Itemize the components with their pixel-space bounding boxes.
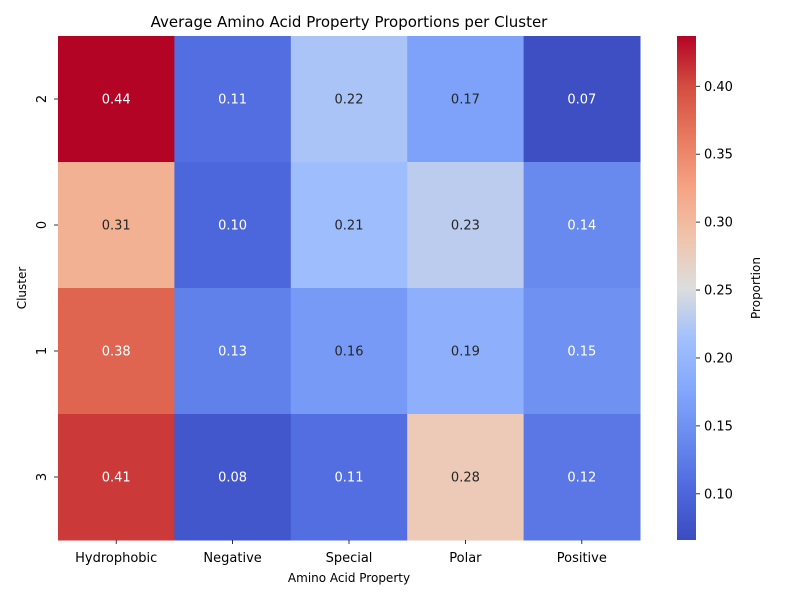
cell-value-label: 0.28 [451,471,480,486]
colorbar-tick-label: 0.25 [704,284,733,299]
heatmap-cell [290,162,408,289]
y-tick-label: 2 [35,95,50,103]
heatmap-cell [407,414,525,541]
heatmap-cell [174,414,292,541]
cell-value-label: 0.44 [102,93,131,108]
colorbar-tick-label: 0.40 [704,80,733,95]
heatmap-cell [58,414,175,541]
cell-value-label: 0.21 [335,219,364,234]
colorbar-tick-label: 0.35 [704,148,733,163]
heatmap-cell [174,288,292,415]
heatmap-cell [174,36,292,163]
x-tick-label: Polar [449,551,482,566]
heatmap-cell [523,414,641,541]
heatmap-cell [523,36,641,163]
cell-value-label: 0.19 [451,345,480,360]
heatmap-cell [523,162,641,289]
cell-value-label: 0.38 [102,345,131,360]
chart-title: Average Amino Acid Property Proportions … [151,13,549,31]
heatmap-cell [407,36,525,163]
x-tick-label: Positive [557,551,607,566]
heatmap-cell [58,288,175,415]
colorbar-tick-label: 0.15 [704,419,733,434]
heatmap-cell [174,162,292,289]
cell-value-label: 0.12 [567,471,596,486]
y-tick-label: 1 [35,347,50,355]
cell-value-label: 0.13 [218,345,247,360]
heatmap-cell [58,36,175,163]
x-tick-label: Negative [203,551,261,566]
colorbar-tick-label: 0.30 [704,216,733,231]
colorbar-label: Proportion [749,257,763,319]
heatmap-cell [407,162,525,289]
y-tick-label: 3 [35,473,50,481]
cell-value-label: 0.16 [335,345,364,360]
x-tick-label: Hydrophobic [75,551,157,566]
cell-value-label: 0.11 [218,93,247,108]
cell-value-label: 0.17 [451,93,480,108]
y-axis-label: Cluster [15,267,29,310]
heatmap-cell [523,288,641,415]
cell-value-label: 0.10 [218,219,247,234]
heatmap-cell [407,288,525,415]
heatmap-cell-labels: 0.44 0.11 0.22 0.17 0.07 0.31 0.10 0.21 0.23 0.14… [102,93,597,486]
cell-value-label: 0.41 [102,471,131,486]
colorbar-tick-label: 0.20 [704,351,733,366]
heatmap-cell [290,288,408,415]
cell-value-label: 0.07 [567,93,596,108]
colorbar-gradient [677,36,696,540]
heatmap-cell [290,36,408,163]
x-tick-label: Special [326,551,373,566]
colorbar: 0.10 0.15 0.20 0.25 0.30 0.35 0.40 [677,36,733,540]
colorbar-tick-label: 0.10 [704,487,733,502]
cell-value-label: 0.14 [567,219,596,234]
x-axis: Hydrophobic Negative Special Polar Positive [75,540,607,566]
x-axis-label: Amino Acid Property [288,571,410,585]
heatmap-cells [58,36,641,541]
heatmap-cell [290,414,408,541]
cell-value-label: 0.31 [102,219,131,234]
cell-value-label: 0.23 [451,219,480,234]
y-tick-label: 0 [35,221,50,229]
cell-value-label: 0.11 [335,471,364,486]
heatmap-cell [58,162,175,289]
cell-value-label: 0.15 [567,345,596,360]
cell-value-label: 0.08 [218,471,247,486]
cell-value-label: 0.22 [335,93,364,108]
